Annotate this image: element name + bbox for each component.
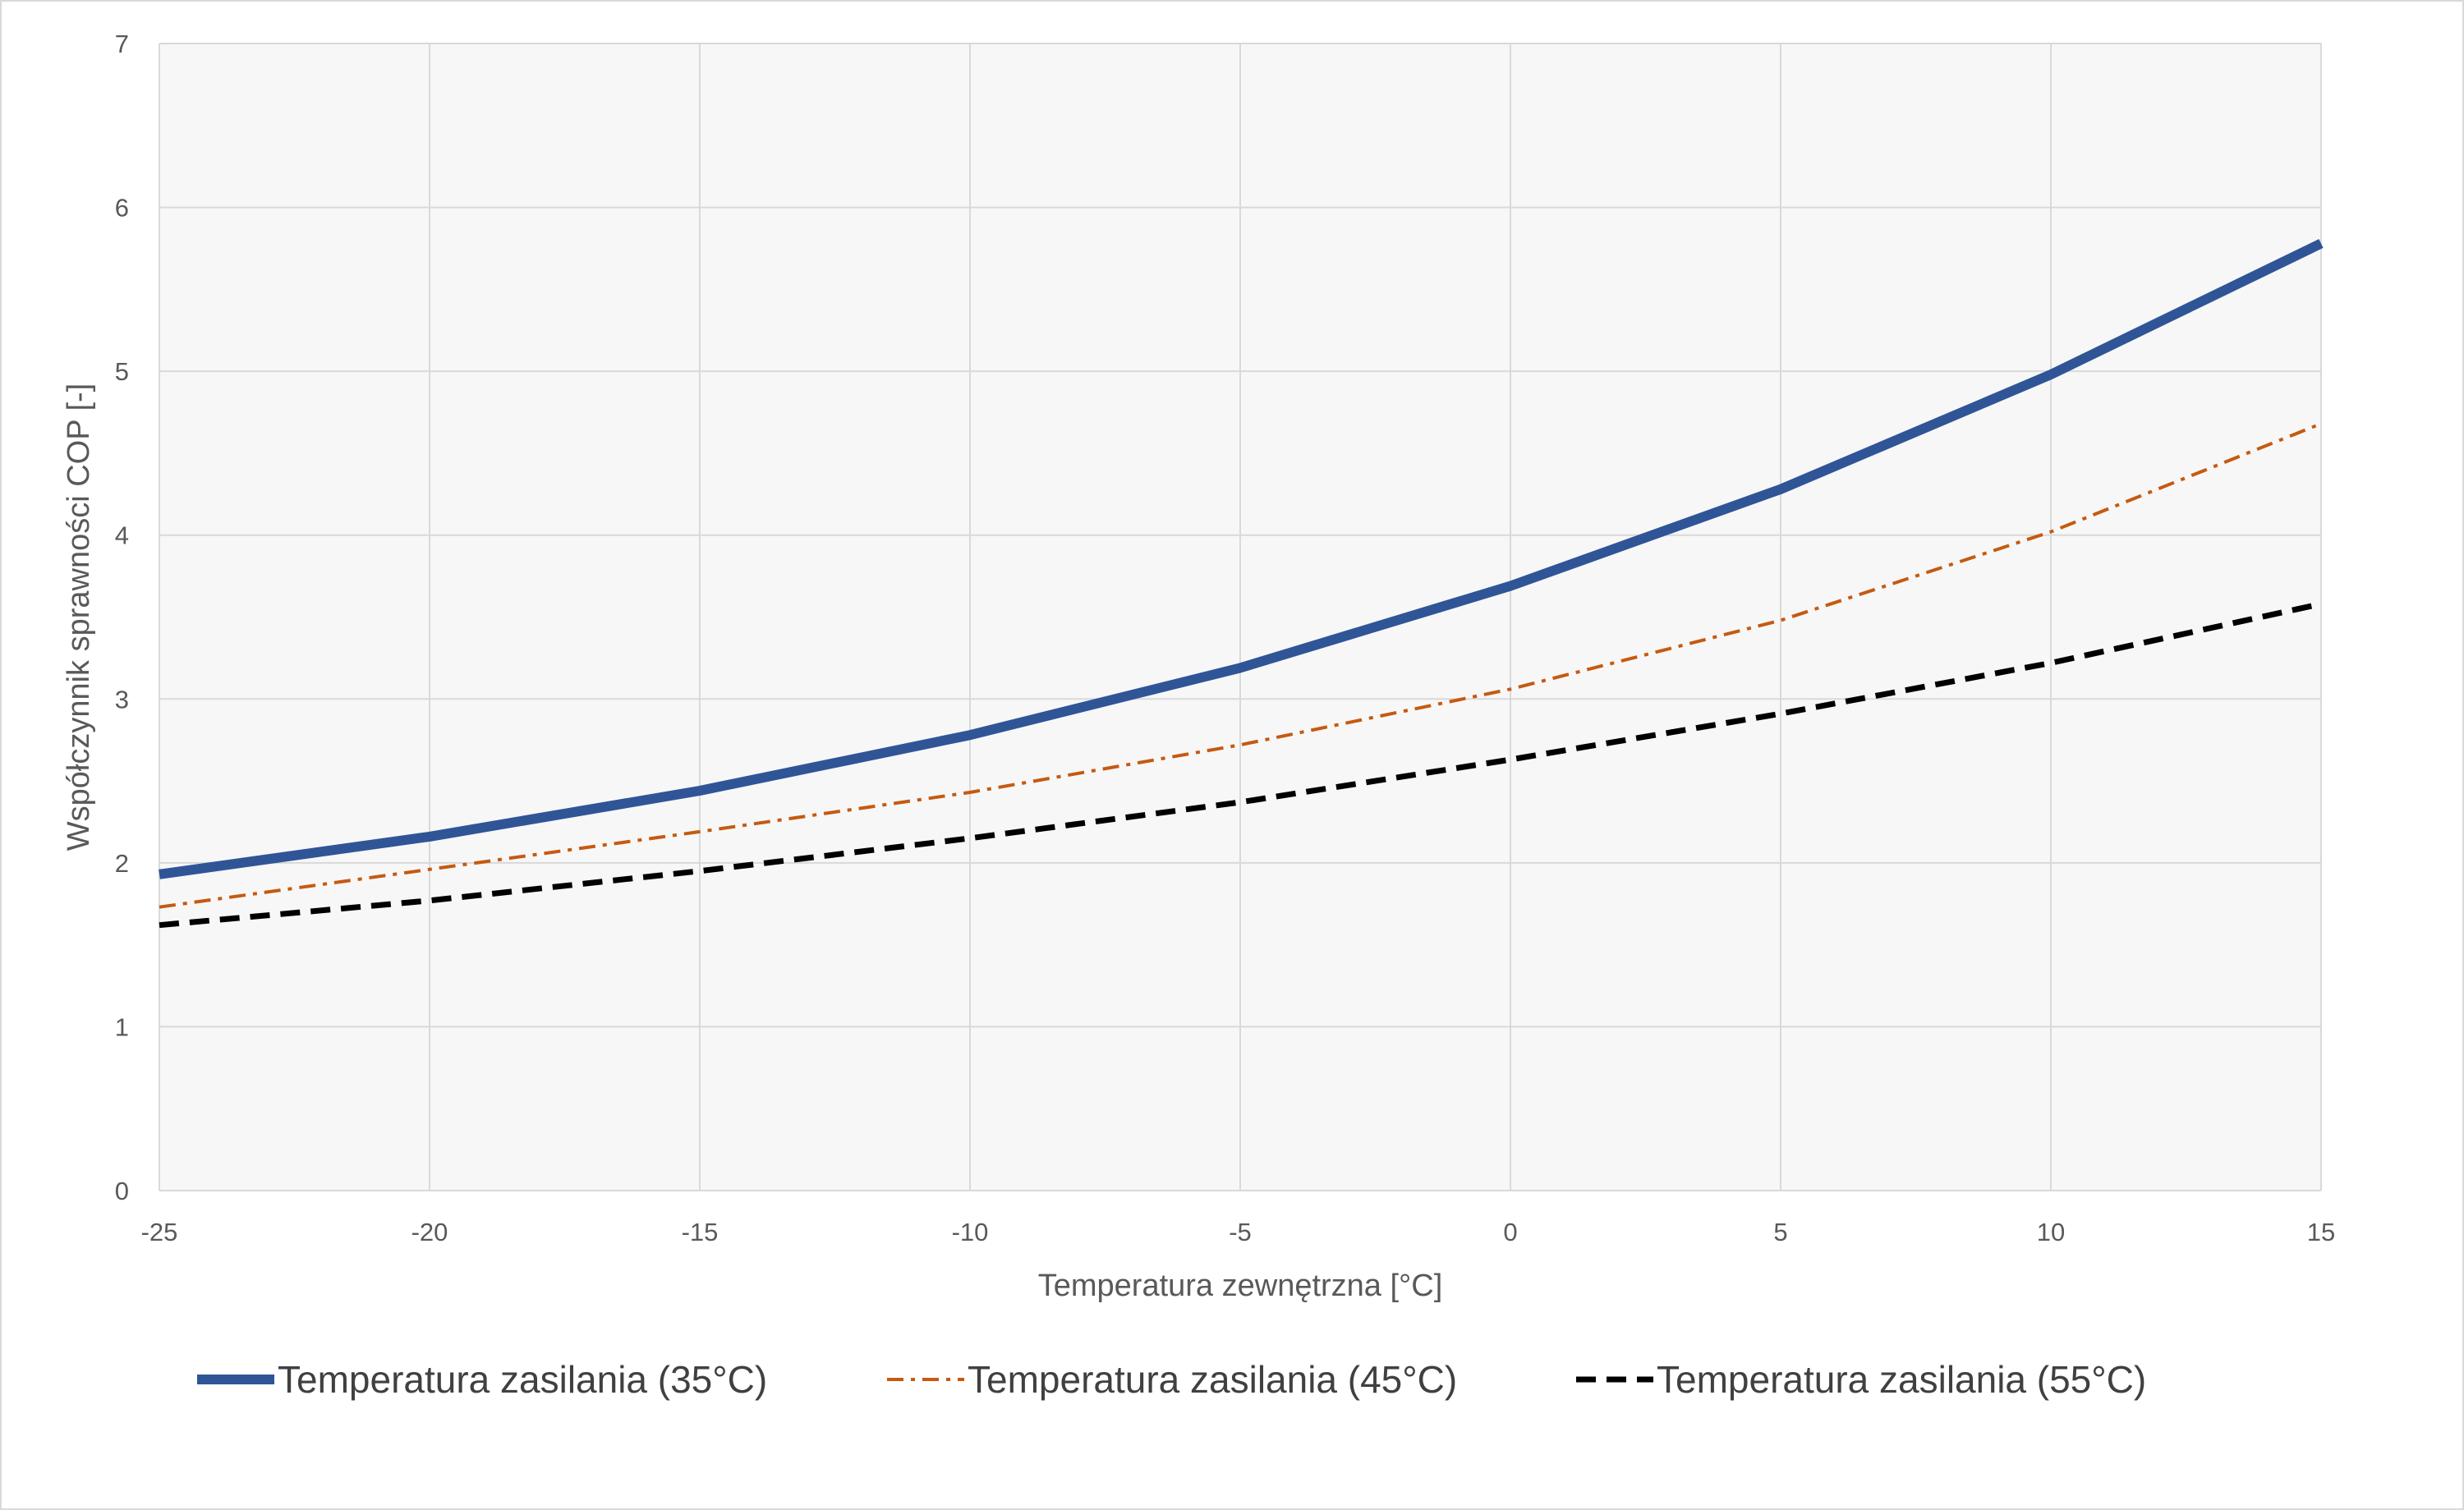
legend-label-2: Temperatura zasilania (45°C) [968,1358,1457,1401]
y-tick-label: 4 [115,521,129,550]
x-axis-ticks: -25 -20 -15 -10 -5 0 5 10 15 [141,1218,2336,1246]
gridlines [159,43,2322,1191]
x-tick-label: 0 [1503,1218,1517,1246]
legend-label-1: Temperatura zasilania (35°C) [278,1358,767,1401]
y-tick-label: 2 [115,849,129,878]
series-line-2 [159,422,2322,909]
x-axis-label: Temperatura zewnętrzna [°C] [1038,1269,1443,1303]
y-tick-label: 7 [115,30,129,58]
y-axis-ticks: 0 1 2 3 4 5 6 7 [115,30,129,1205]
series-line-1 [159,239,2324,879]
y-tick-label: 3 [115,685,129,714]
legend-label-3: Temperatura zasilania (55°C) [1657,1358,2146,1401]
x-tick-label: -25 [141,1218,178,1246]
y-tick-label: 0 [115,1177,129,1205]
y-tick-label: 5 [115,357,129,386]
y-tick-label: 6 [115,194,129,223]
series-lines [159,239,2324,929]
x-tick-label: -5 [1229,1218,1252,1246]
y-axis-label: Współczynnik sprawności COP [-] [62,383,96,851]
x-tick-label: 5 [1773,1218,1787,1246]
x-tick-label: -10 [952,1218,989,1246]
y-tick-label: 1 [115,1012,129,1041]
legend: Temperatura zasilania (35°C) Temperatura … [197,1358,2146,1401]
x-tick-label: 15 [2307,1218,2335,1246]
x-tick-label: -20 [411,1218,448,1246]
x-tick-label: 10 [2037,1218,2065,1246]
x-tick-label: -15 [682,1218,719,1246]
